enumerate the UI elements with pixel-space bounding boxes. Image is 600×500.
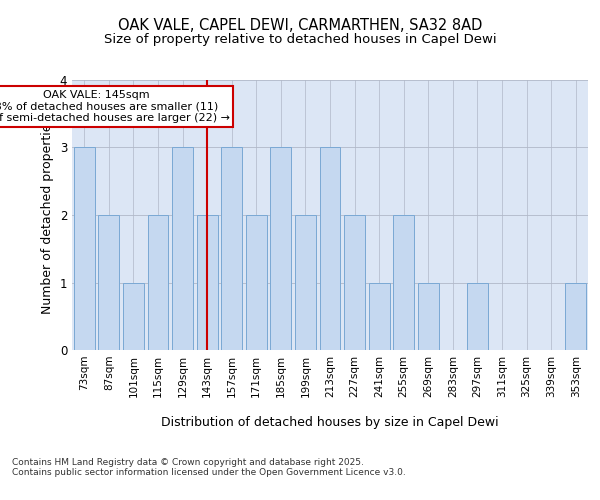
Text: Size of property relative to detached houses in Capel Dewi: Size of property relative to detached ho… (104, 32, 496, 46)
Y-axis label: Number of detached properties: Number of detached properties (41, 116, 54, 314)
Text: Distribution of detached houses by size in Capel Dewi: Distribution of detached houses by size … (161, 416, 499, 429)
Bar (271, 148, 292, 350)
Bar (123, 282, 144, 350)
Bar (368, 282, 389, 350)
Bar (246, 215, 267, 350)
Bar (565, 282, 586, 350)
Text: OAK VALE, CAPEL DEWI, CARMARTHEN, SA32 8AD: OAK VALE, CAPEL DEWI, CARMARTHEN, SA32 8… (118, 18, 482, 32)
Text: Contains HM Land Registry data © Crown copyright and database right 2025.
Contai: Contains HM Land Registry data © Crown c… (12, 458, 406, 477)
Bar (98, 215, 119, 350)
Bar (172, 148, 193, 350)
Bar (467, 282, 488, 350)
Text: OAK VALE: 145sqm
← 33% of detached houses are smaller (11)
67% of semi-detached : OAK VALE: 145sqm ← 33% of detached house… (0, 90, 230, 124)
Bar (418, 282, 439, 350)
Bar (295, 215, 316, 350)
Bar (74, 148, 95, 350)
Bar (320, 148, 340, 350)
Bar (393, 215, 414, 350)
Bar (344, 215, 365, 350)
Bar (148, 215, 169, 350)
Bar (197, 215, 218, 350)
Bar (221, 148, 242, 350)
